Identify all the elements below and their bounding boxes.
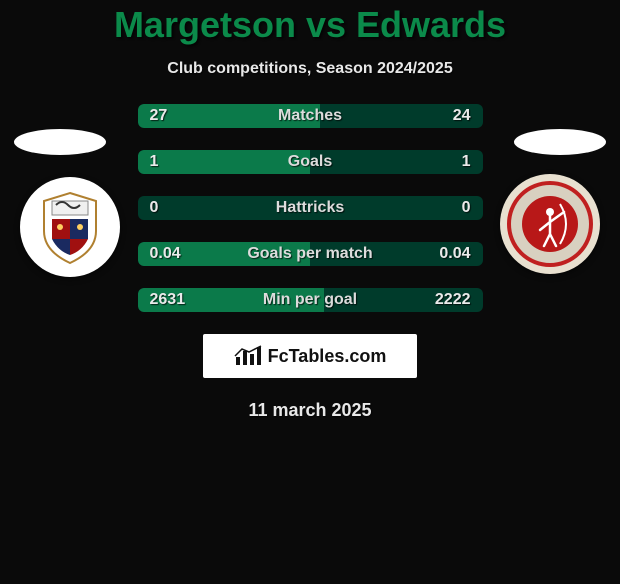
stat-value-left: 0 [150, 199, 159, 217]
subtitle: Club competitions, Season 2024/2025 [0, 60, 620, 78]
stat-label: Hattricks [276, 199, 344, 217]
stat-value-left: 2631 [150, 291, 186, 309]
stat-row: 2631 Min per goal 2222 [138, 288, 483, 312]
avatar-placeholder-right [514, 129, 606, 155]
stat-value-left: 0.04 [150, 245, 181, 263]
stats-table: 27 Matches 24 1 Goals 1 0 Hattricks 0 0.04 Goals p… [138, 104, 483, 312]
branding-badge: FcTables.com [203, 334, 417, 378]
date-label: 11 march 2025 [0, 400, 620, 421]
avatar-placeholder-left [14, 129, 106, 155]
stat-fill-left [138, 150, 311, 174]
branding-text: FcTables.com [268, 346, 387, 367]
stat-value-left: 1 [150, 153, 159, 171]
stat-row: 1 Goals 1 [138, 150, 483, 174]
stat-label: Matches [278, 107, 342, 125]
stat-value-right: 2222 [435, 291, 471, 309]
stat-row: 27 Matches 24 [138, 104, 483, 128]
shield-crest-icon [30, 187, 110, 267]
stat-value-left: 27 [150, 107, 168, 125]
stat-label: Goals per match [247, 245, 372, 263]
club-crest-right [500, 174, 600, 274]
page-title: Margetson vs Edwards [0, 4, 620, 46]
club-crest-left [20, 177, 120, 277]
stat-label: Goals [288, 153, 332, 171]
stat-value-right: 24 [453, 107, 471, 125]
stat-row: 0.04 Goals per match 0.04 [138, 242, 483, 266]
stat-label: Min per goal [263, 291, 357, 309]
archer-crest-icon [520, 194, 580, 254]
stat-value-right: 0.04 [439, 245, 470, 263]
bar-chart-icon [234, 345, 262, 367]
stat-value-right: 0 [462, 199, 471, 217]
stat-row: 0 Hattricks 0 [138, 196, 483, 220]
stat-value-right: 1 [462, 153, 471, 171]
comparison-card: Margetson vs Edwards Club competitions, … [0, 4, 620, 421]
